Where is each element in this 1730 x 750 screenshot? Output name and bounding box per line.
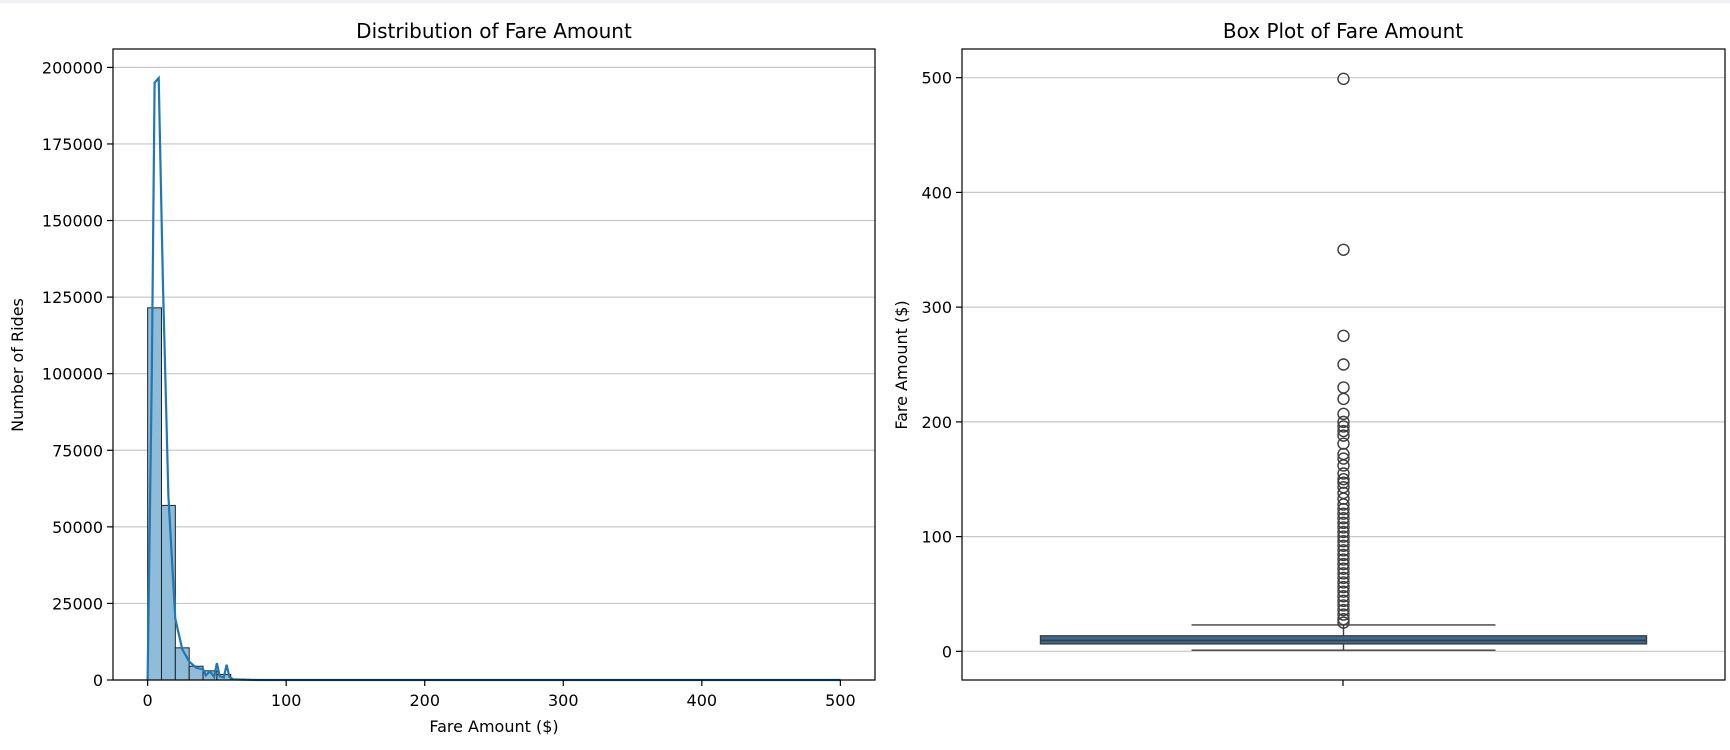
boxplot-outlier-point <box>1337 329 1350 343</box>
boxplot-y-label: Fare Amount ($) <box>892 300 911 429</box>
boxplot-outlier-point <box>1337 358 1350 371</box>
histogram-x-ticks: 0 100 200 300 400 500 <box>143 680 856 710</box>
boxplot-y-tick-label: 500 <box>921 69 952 88</box>
boxplot-outlier-point <box>1337 548 1350 562</box>
boxplot-outlier-point <box>1337 437 1350 450</box>
histogram-frame <box>112 48 876 681</box>
histogram-y-tick-label: 100000 <box>42 365 103 384</box>
histogram-x-label: Fare Amount ($) <box>429 717 558 736</box>
boxplot-outlier-point <box>1337 459 1350 472</box>
boxplot-outlier-point <box>1337 612 1350 626</box>
boxplot-outlier-point <box>1337 429 1350 442</box>
boxplot-chart: Box Plot of Fare Amount 0 100 200 300 400 500… <box>892 19 1726 686</box>
histogram-y-tick-label: 0 <box>93 671 103 690</box>
boxplot-y-tick-label: 400 <box>921 183 952 202</box>
boxplot-outlier-point <box>1337 539 1350 552</box>
boxplot-y-tick-label: 100 <box>921 528 952 547</box>
boxplot-grid <box>962 77 1725 652</box>
boxplot-outlier-point <box>1337 420 1350 433</box>
histogram-x-tick-label: 400 <box>687 691 718 710</box>
histogram-y-tick-label: 25000 <box>52 594 103 613</box>
boxplot-outlier-point <box>1337 599 1350 612</box>
histogram-y-ticks: 0 25000 50000 75000 100000 125000 150000 175000… <box>42 58 113 690</box>
boxplot-y-tick-label: 200 <box>921 413 952 432</box>
boxplot-frame <box>961 48 1726 681</box>
histogram-x-tick-label: 0 <box>143 691 153 710</box>
boxplot-y-tick-label: 300 <box>921 298 952 317</box>
boxplot-outlier-point <box>1337 576 1350 589</box>
boxplot-box <box>1039 624 1648 651</box>
boxplot-y-ticks: 0 100 200 300 400 500 <box>921 69 962 661</box>
boxplot-title: Box Plot of Fare Amount <box>1223 19 1463 43</box>
boxplot-outlier-point <box>1337 407 1350 421</box>
boxplot-outliers <box>1337 72 1350 629</box>
boxplot-outlier-point <box>1337 502 1350 516</box>
boxplot-outlier-point <box>1337 544 1350 557</box>
histogram-kde-line <box>146 75 841 682</box>
boxplot-outlier-point <box>1337 530 1350 543</box>
histogram-y-tick-label: 50000 <box>52 518 103 537</box>
boxplot-outlier-point <box>1337 594 1350 608</box>
boxplot-outlier-point <box>1337 585 1350 598</box>
boxplot-outlier-point <box>1337 72 1350 86</box>
histogram-x-tick-label: 100 <box>271 691 302 710</box>
boxplot-outlier-point <box>1337 243 1350 256</box>
histogram-y-label: Number of Rides <box>8 298 27 432</box>
boxplot-outlier-point <box>1337 516 1350 530</box>
histogram-x-tick-label: 300 <box>548 691 579 710</box>
boxplot-outlier-point <box>1337 608 1350 621</box>
boxplot-outlier-point <box>1337 498 1350 511</box>
boxplot-outlier-point <box>1337 525 1350 539</box>
boxplot-outlier-point <box>1337 452 1350 465</box>
boxplot-outlier-point <box>1337 571 1350 585</box>
histogram-y-tick-label: 75000 <box>52 441 103 460</box>
histogram-y-tick-label: 200000 <box>42 58 103 77</box>
boxplot-outlier-point <box>1337 603 1350 617</box>
boxplot-outlier-point <box>1337 567 1350 580</box>
boxplot-outlier-point <box>1337 553 1350 566</box>
boxplot-outlier-point <box>1337 512 1350 525</box>
histogram-y-tick-label: 150000 <box>42 212 103 231</box>
boxplot-outlier-point <box>1337 590 1350 603</box>
boxplot-outlier-point <box>1337 507 1350 520</box>
histogram-y-tick-label: 175000 <box>42 135 103 154</box>
boxplot-outlier-point <box>1337 381 1350 394</box>
histogram-y-tick-label: 125000 <box>42 288 103 307</box>
boxplot-outlier-point <box>1337 534 1350 548</box>
boxplot-outlier-point <box>1337 521 1350 534</box>
top-strip <box>0 0 1730 3</box>
boxplot-outlier-point <box>1337 557 1350 571</box>
histogram-bar <box>174 647 190 681</box>
boxplot-outlier-point <box>1337 424 1350 438</box>
histogram-title: Distribution of Fare Amount <box>356 19 632 43</box>
histogram-grid <box>113 66 875 681</box>
boxplot-outlier-point <box>1337 473 1350 486</box>
boxplot-outlier-point <box>1337 616 1350 629</box>
boxplot-outlier-point <box>1337 562 1350 575</box>
boxplot-outlier-point <box>1337 580 1350 594</box>
boxplot-y-tick-label: 0 <box>942 642 952 661</box>
histogram-x-tick-label: 200 <box>409 691 440 710</box>
boxplot-outlier-point <box>1337 415 1350 429</box>
boxplot-outlier-point <box>1337 392 1350 406</box>
histogram-chart: Distribution of Fare Amount 0 100 200 300 40… <box>8 19 876 736</box>
histogram-x-tick-label: 500 <box>825 691 856 710</box>
boxplot-outlier-point <box>1337 467 1350 480</box>
